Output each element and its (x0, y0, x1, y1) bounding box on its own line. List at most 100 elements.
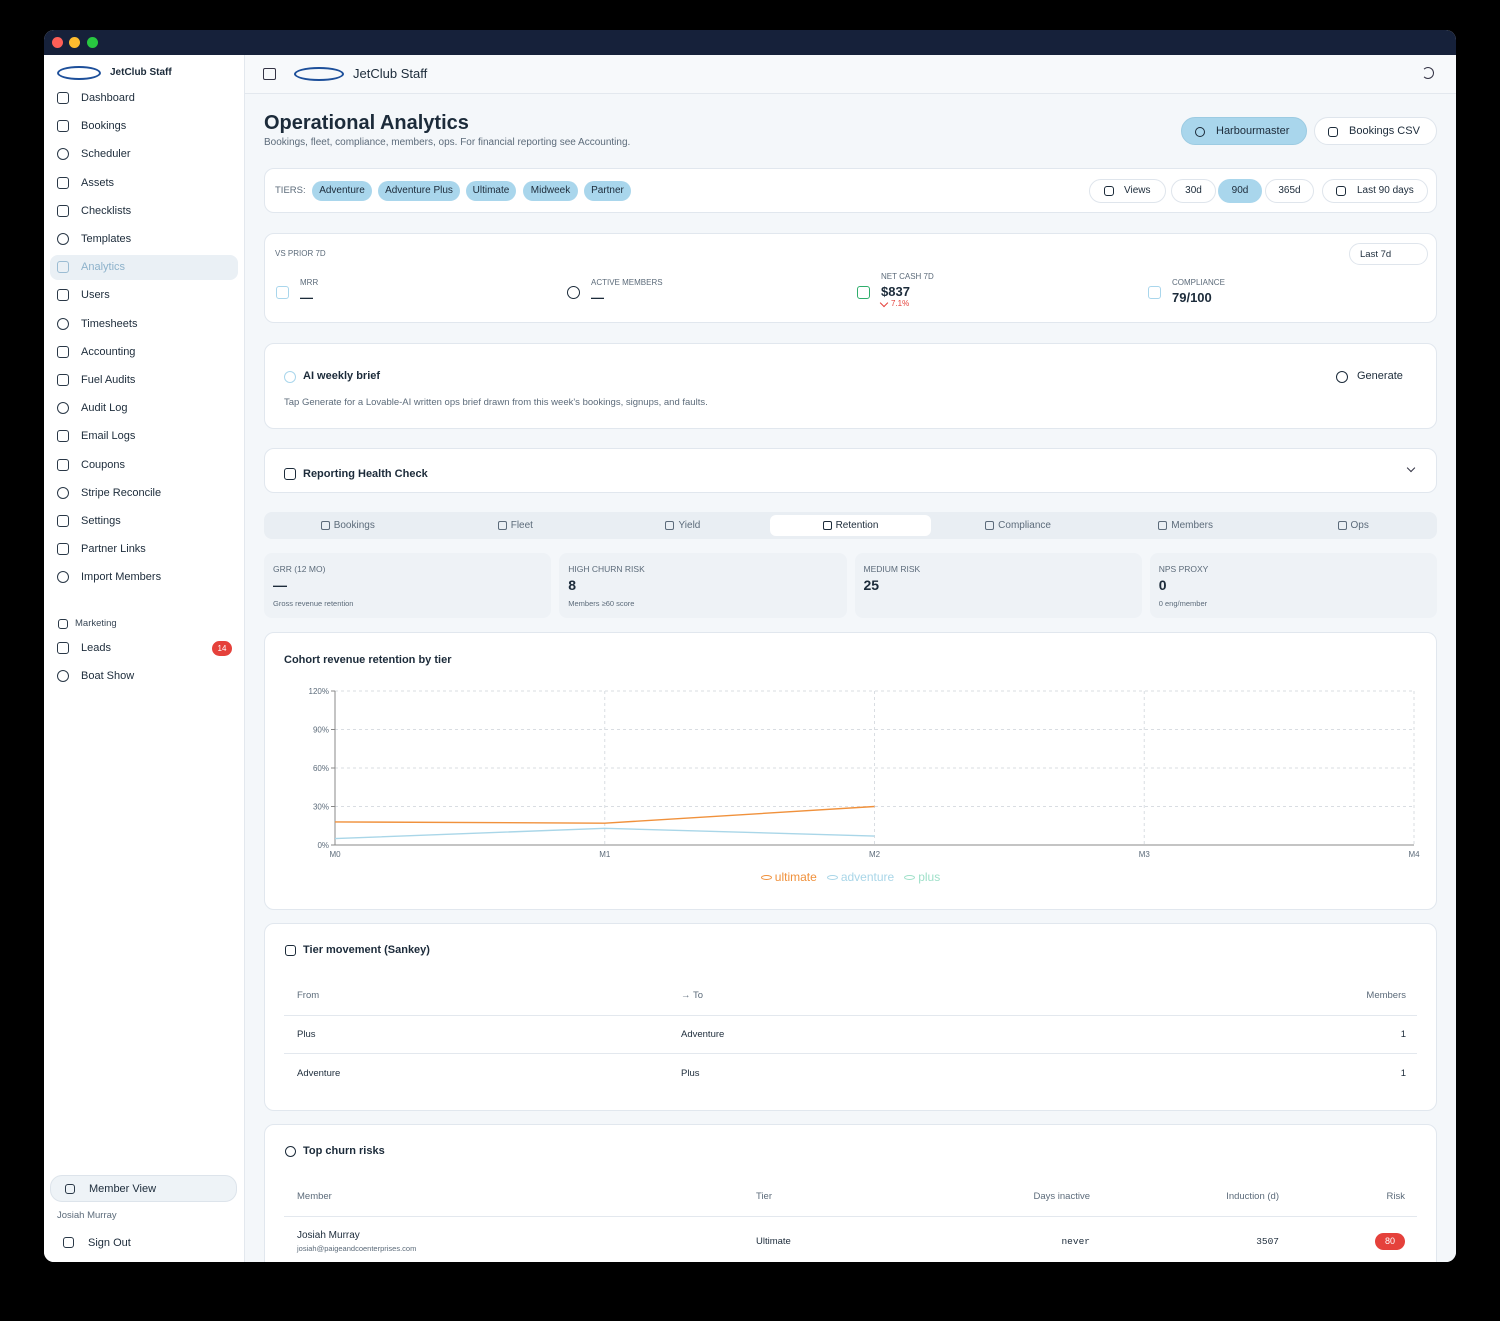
column-header: → To (681, 990, 704, 1001)
stat-value: 25 (863, 577, 880, 593)
nav-item[interactable]: Checklists (50, 199, 238, 224)
legend-marker (904, 874, 916, 880)
period-select[interactable]: Last 7d (1349, 243, 1428, 265)
nav-item[interactable]: Analytics (50, 255, 238, 281)
nav-label: Partner Links (81, 543, 146, 556)
icon (57, 430, 69, 443)
close-button[interactable] (52, 37, 63, 48)
nav-item[interactable]: Templates (50, 227, 238, 252)
tier-chip[interactable]: Partner (584, 181, 631, 201)
tab[interactable]: Fleet (435, 515, 597, 536)
tier-chip[interactable]: Adventure Plus (378, 181, 460, 201)
legend-marker (826, 874, 838, 880)
legend-item[interactable]: adventure (826, 870, 895, 884)
nav-item[interactable]: Boat Show (50, 664, 238, 689)
nav-item[interactable]: Dashboard (50, 86, 238, 111)
tab-inner: Fleet (435, 515, 597, 536)
table-cell: 1 (1400, 1067, 1406, 1079)
member-name: Josiah Murray (297, 1230, 360, 1241)
sankey-card: Tier movement (Sankey) From → To Members Plu… (264, 923, 1437, 1111)
nav-item[interactable]: Timesheets (50, 312, 238, 337)
kpi-value: 79/100 (1172, 290, 1212, 305)
nav-item[interactable]: Accounting (50, 340, 238, 365)
nav-label: Settings (81, 515, 121, 527)
date-button[interactable]: Last 90 days (1322, 179, 1428, 203)
tab[interactable]: Bookings (267, 515, 429, 536)
views-button[interactable]: Views (1089, 179, 1166, 203)
member-view-button[interactable]: Member View (50, 1175, 237, 1202)
nav-label: Leads (81, 642, 111, 654)
nav-item[interactable]: Stripe Reconcile (50, 481, 238, 506)
range-button[interactable]: 365d (1265, 179, 1314, 203)
tier-chip[interactable]: Ultimate (466, 181, 516, 201)
tab[interactable]: Retention (769, 515, 932, 536)
nav-item[interactable]: Email Logs (50, 424, 238, 449)
y-tick-label: 30% (313, 803, 329, 812)
generate-button[interactable]: Generate (1357, 370, 1403, 382)
tab-label: Fleet (510, 520, 533, 531)
header-button[interactable]: Bookings CSV (1314, 117, 1437, 145)
nav-item[interactable]: Partner Links (50, 537, 238, 562)
kpi-value: — (300, 290, 313, 305)
x-tick-label: M4 (1408, 850, 1420, 859)
zoom-button[interactable] (87, 37, 98, 48)
nav-label: Audit Log (81, 402, 128, 415)
nav-item[interactable]: Bookings (50, 114, 238, 139)
nav-item[interactable]: Leads (50, 636, 238, 661)
button-label: Views (1124, 185, 1151, 196)
tab[interactable]: Compliance (937, 515, 1099, 536)
theme-toggle[interactable] (1422, 67, 1434, 79)
icon (57, 233, 69, 245)
button-label: Member View (89, 1183, 157, 1195)
tier-chip[interactable]: Adventure (312, 181, 372, 201)
legend-item[interactable]: plus (904, 870, 940, 884)
nav-item[interactable]: Users (50, 283, 238, 308)
button-label: Last 90 days (1357, 185, 1414, 196)
x-tick-label: M0 (329, 850, 341, 859)
stat-label: GRR (12 MO) (273, 564, 326, 574)
minimize-button[interactable] (69, 37, 80, 48)
app-window: JetClub Staff Dashboard Bookings Scheduler… (44, 30, 1456, 1262)
legend-label: adventure (840, 870, 895, 884)
icon (57, 670, 69, 683)
sidebar-toggle[interactable] (263, 68, 276, 80)
nav-item[interactable]: Scheduler (50, 142, 238, 167)
header-button[interactable]: Harbourmaster (1181, 117, 1307, 145)
nav-item[interactable]: Import Members (50, 565, 238, 590)
stat-card: NPS PROXY 0 0 eng/member (1149, 553, 1437, 618)
icon (285, 945, 296, 956)
range-button[interactable]: 30d (1171, 179, 1216, 203)
table-cell: 1 (1400, 1029, 1406, 1040)
sign-out-button[interactable]: Sign Out (50, 1231, 237, 1257)
icon (57, 317, 69, 330)
icon (1328, 127, 1338, 137)
tab-label: Bookings (333, 520, 375, 531)
chart: 0% 30% 60% 90% 120% M0 M1 M2 M3 M4 (309, 687, 1421, 859)
range-button[interactable]: 90d (1218, 179, 1262, 203)
nav-item[interactable]: Fuel Audits (50, 368, 238, 393)
icon (58, 619, 68, 629)
legend-label: plus (918, 870, 941, 884)
tab[interactable]: Ops (1272, 515, 1434, 536)
nav-item[interactable]: Coupons (50, 453, 238, 478)
nav-item[interactable]: Settings (50, 509, 238, 534)
tab[interactable]: Yield (602, 515, 764, 536)
nav-label: Scheduler (81, 148, 131, 161)
y-tick-label: 90% (313, 726, 329, 735)
column-header: Risk (1386, 1191, 1405, 1202)
stat-note: Gross revenue retention (273, 599, 354, 608)
column-header: Days inactive (1033, 1191, 1091, 1202)
stat-value: 8 (568, 577, 577, 593)
chevron (1406, 463, 1416, 473)
logo (57, 66, 101, 80)
tab[interactable]: Members (1105, 515, 1267, 536)
icon (1148, 286, 1161, 299)
x-tick-label: M3 (1139, 850, 1151, 859)
health-card[interactable]: Reporting Health Check (264, 448, 1437, 493)
nav-item[interactable]: Assets (50, 171, 238, 196)
legend-item[interactable]: ultimate (760, 870, 817, 884)
tier-chip[interactable]: Midweek (523, 181, 578, 201)
nav-item[interactable]: Audit Log (50, 396, 238, 421)
column-header: Induction (d) (1226, 1191, 1279, 1202)
